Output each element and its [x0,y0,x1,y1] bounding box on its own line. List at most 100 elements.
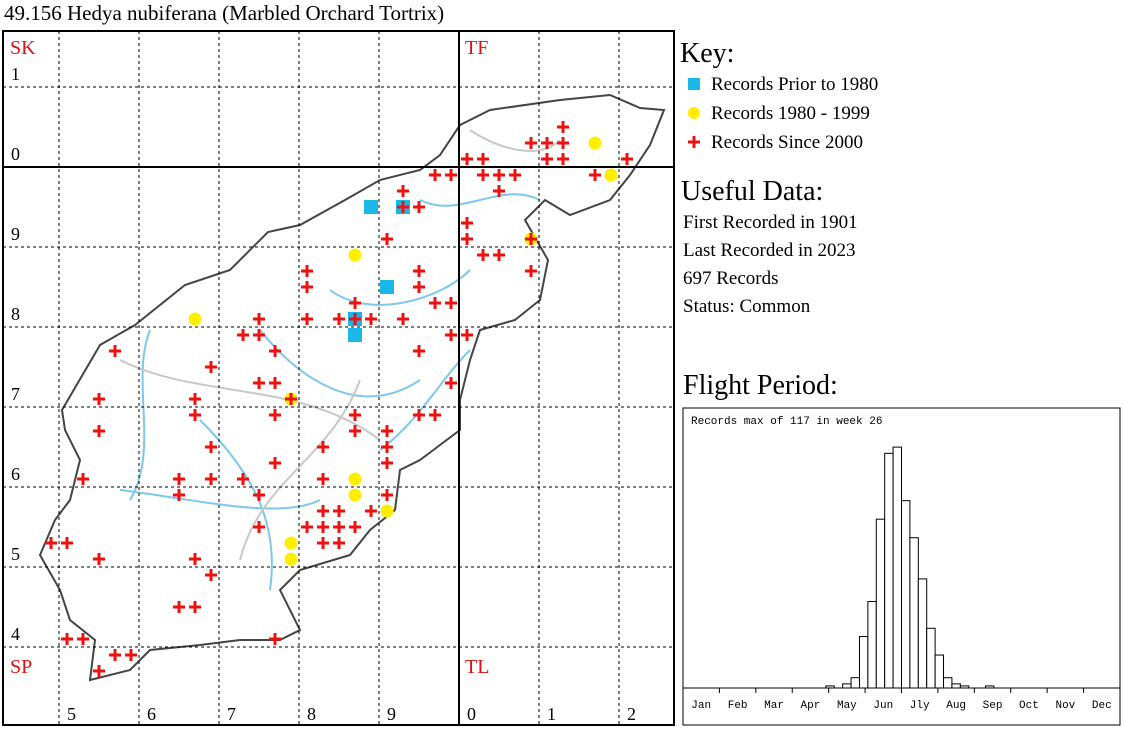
record-since-2000 [461,217,473,229]
bar [850,677,860,689]
record-since-2000 [285,393,297,405]
record-since-2000 [493,185,505,197]
record-since-2000 [253,329,265,341]
column-label: 1 [547,704,556,724]
record-1980-1999 [284,536,298,550]
square-label: TF [465,37,488,59]
record-since-2000 [333,313,345,325]
record-since-2000 [61,633,73,645]
bar [884,452,894,689]
record-since-2000 [45,537,57,549]
record-since-2000 [477,153,489,165]
key-symbol [688,107,700,119]
record-since-2000 [557,137,569,149]
record-since-2000 [189,409,201,421]
key-title: Key: [680,38,734,69]
record-since-2000 [77,633,89,645]
record-since-2000 [445,329,457,341]
record-since-2000 [349,521,361,533]
row-label: 6 [11,464,20,484]
record-since-2000 [349,297,361,309]
record-since-2000 [381,441,393,453]
record-1980-1999 [588,136,602,150]
record-since-2000 [269,457,281,469]
record-since-2000 [397,201,409,213]
record-since-2000 [173,473,185,485]
record-since-2000 [557,121,569,133]
column-label: 6 [147,704,156,724]
row-label: 7 [11,384,20,404]
key-label: Records 1980 - 1999 [711,103,870,124]
column-label: 9 [387,704,396,724]
useful-data-line: Last Recorded in 2023 [683,240,856,261]
month-label: Feb [728,700,748,712]
bar [892,446,902,689]
month-label: Mar [764,700,784,712]
record-since-2000 [269,409,281,421]
square-label: SK [10,37,36,59]
record-since-2000 [509,169,521,181]
row-label: 9 [11,224,20,244]
record-since-2000 [541,137,553,149]
chart-title: Flight Period: [683,370,838,401]
record-since-2000 [557,153,569,165]
record-since-2000 [77,473,89,485]
useful-data-line: First Recorded in 1901 [683,212,858,233]
record-since-2000 [93,393,105,405]
useful-data-line: Status: Common [683,296,811,317]
record-1980-1999 [380,504,394,518]
record-1980-1999 [604,168,618,182]
record-since-2000 [205,361,217,373]
record-since-2000 [317,505,329,517]
record-prior-1980 [348,328,362,342]
record-since-2000 [237,473,249,485]
record-since-2000 [253,521,265,533]
key-symbol [688,136,700,148]
record-since-2000 [477,169,489,181]
record-since-2000 [317,473,329,485]
bar [934,654,945,689]
record-since-2000 [301,281,313,293]
month-label: Jly [910,700,930,712]
record-since-2000 [317,441,329,453]
bar [917,578,928,689]
bar [943,677,953,689]
key-symbol [688,78,700,90]
bar [875,518,886,689]
record-since-2000 [237,329,249,341]
record-since-2000 [205,441,217,453]
record-since-2000 [301,313,313,325]
month-label: May [837,700,857,712]
record-since-2000 [381,425,393,437]
record-1980-1999 [284,552,298,566]
rivers [119,193,541,591]
month-label: Apr [801,700,821,712]
record-since-2000 [525,233,537,245]
key-label: Records Since 2000 [711,132,863,153]
record-since-2000 [349,425,361,437]
record-since-2000 [173,489,185,501]
record-since-2000 [189,553,201,565]
record-since-2000 [493,249,505,261]
record-prior-1980 [380,280,394,294]
bar [867,601,877,689]
record-since-2000 [333,505,345,517]
record-since-2000 [461,153,473,165]
record-since-2000 [445,169,457,181]
record-since-2000 [429,297,441,309]
record-1980-1999 [348,472,362,486]
month-label: Dec [1092,700,1112,712]
useful-data-title: Useful Data: [681,176,823,207]
record-since-2000 [461,233,473,245]
record-since-2000 [301,521,313,533]
record-since-2000 [93,665,105,677]
record-since-2000 [317,537,329,549]
row-label: 1 [11,64,20,84]
bar [926,627,936,689]
bar [951,683,961,689]
record-since-2000 [445,377,457,389]
title: 49.156 Hedya nubiferana (Marbled Orchard… [4,1,444,25]
record-since-2000 [397,313,409,325]
record-1980-1999 [348,248,362,262]
